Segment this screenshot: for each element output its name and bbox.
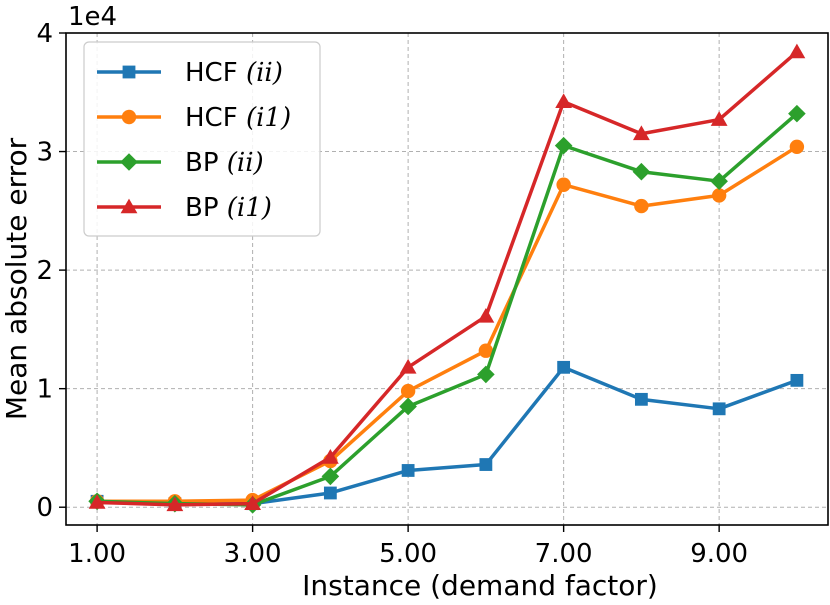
data-point-square <box>323 486 337 500</box>
data-point-circle <box>789 139 805 155</box>
legend-label: HCF (i1) <box>185 103 291 133</box>
data-point-triangle <box>632 125 650 141</box>
data-point-triangle <box>788 43 806 59</box>
series-layer <box>88 43 806 514</box>
ticks: 1.00 3.00 5.00 7.00 9.00 0 1 2 3 4 <box>36 19 748 569</box>
legend-label: HCF (ii) <box>185 58 283 88</box>
legend: HCF (ii) HCF (i1) BP (ii) BP (i1) <box>83 41 321 237</box>
data-point-triangle <box>477 307 495 323</box>
y-axis-multiplier: 1e4 <box>68 2 117 32</box>
x-tick-label: 5.00 <box>379 539 437 569</box>
data-point-diamond <box>788 104 806 123</box>
data-point-diamond <box>477 365 495 384</box>
y-tick-label: 2 <box>36 256 53 286</box>
data-point-circle <box>121 109 137 125</box>
legend-item: HCF (ii) <box>97 58 283 88</box>
data-point-square <box>712 402 726 416</box>
legend-item: BP (i1) <box>97 193 272 223</box>
data-point-circle <box>711 188 727 203</box>
data-point-triangle <box>399 358 417 374</box>
data-point-triangle <box>88 494 106 509</box>
data-point-diamond <box>399 397 417 416</box>
data-point-diamond <box>632 162 651 181</box>
plot-frame <box>65 32 829 526</box>
data-point-circle <box>478 343 494 358</box>
data-point-circle <box>556 177 571 192</box>
data-point-square <box>557 360 571 374</box>
y-tick-label: 0 <box>36 493 53 523</box>
data-point-circle <box>400 383 416 399</box>
series-0 <box>90 360 804 511</box>
data-point-square <box>634 392 648 406</box>
legend-label: BP (i1) <box>185 193 272 223</box>
data-point-square <box>479 458 493 471</box>
series-line <box>97 50 799 507</box>
data-point-square <box>401 464 415 477</box>
data-point-triangle <box>244 495 262 510</box>
series-line <box>97 145 798 504</box>
data-point-triangle <box>321 449 339 464</box>
x-tick-label: 7.00 <box>535 539 593 569</box>
data-point-diamond <box>554 136 573 155</box>
y-axis-label: Mean absolute error <box>0 137 33 420</box>
data-point-diamond <box>120 153 138 171</box>
series-3 <box>88 43 806 512</box>
legend-item: HCF (i1) <box>97 103 291 133</box>
data-point-diamond <box>321 467 340 486</box>
data-point-square <box>790 373 804 387</box>
data-point-diamond <box>710 172 728 190</box>
x-tick-label: 3.00 <box>224 539 282 569</box>
data-point-triangle <box>166 496 184 512</box>
y-tick-label: 1 <box>36 375 53 405</box>
data-point-triangle <box>120 198 138 214</box>
data-point-triangle <box>710 111 728 126</box>
data-point-circle <box>634 198 649 214</box>
data-point-square <box>122 65 136 79</box>
data-point-triangle <box>555 93 573 109</box>
x-tick-label: 9.00 <box>690 539 748 569</box>
x-tick-label: 1.00 <box>68 539 126 569</box>
series-line <box>97 365 798 506</box>
legend-box <box>83 41 321 237</box>
legend-label: BP (ii) <box>185 148 264 178</box>
y-tick-label: 3 <box>36 138 53 168</box>
legend-item: BP (ii) <box>97 148 264 178</box>
x-axis-label: Instance (demand factor) <box>302 569 658 602</box>
y-tick-label: 4 <box>36 19 53 49</box>
